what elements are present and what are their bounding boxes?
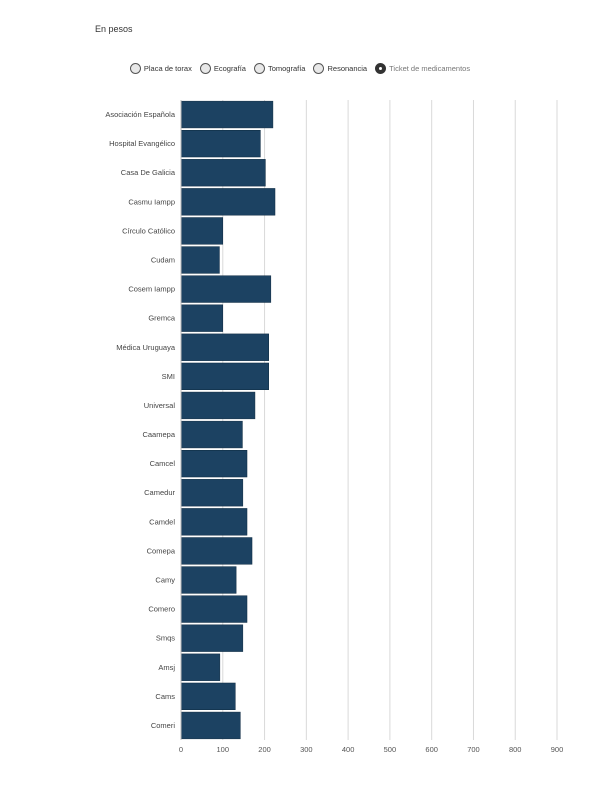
bar[interactable] (180, 217, 224, 245)
category-label: Casa De Galicia (121, 168, 176, 177)
category-label: Comepa (147, 546, 176, 555)
x-tick-label: 600 (425, 745, 438, 754)
bar[interactable] (180, 275, 272, 303)
bar[interactable] (180, 595, 248, 623)
bar[interactable] (180, 566, 237, 594)
category-label: Comero (148, 605, 175, 614)
radio-tomografia[interactable]: Tomografía (253, 63, 306, 74)
x-tick-label: 700 (467, 745, 480, 754)
x-tick-label: 800 (509, 745, 522, 754)
radio-placa-de-torax[interactable]: Placa de torax (129, 63, 192, 74)
category-label: Asociación Española (105, 110, 175, 119)
bar[interactable] (180, 508, 248, 536)
category-label: Amsj (158, 663, 175, 672)
bar[interactable] (180, 450, 248, 478)
bar[interactable] (180, 624, 244, 652)
bar[interactable] (180, 188, 276, 216)
x-tick-label: 500 (384, 745, 397, 754)
radio-circle-icon[interactable] (375, 63, 387, 74)
category-label: Médica Uruguaya (116, 343, 176, 352)
category-label: Camy (155, 576, 175, 585)
x-tick-label: 900 (551, 745, 564, 754)
bar[interactable] (180, 130, 261, 158)
radio-circle-icon[interactable] (199, 63, 211, 74)
category-label: SMI (162, 372, 175, 381)
category-label: Casmu Iampp (128, 197, 175, 206)
category-label: Cosem Iampp (128, 285, 175, 294)
x-tick-label: 400 (342, 745, 355, 754)
category-label: Cudam (151, 256, 175, 265)
chart-subtitle: En pesos (95, 24, 133, 34)
category-label: Camedur (144, 488, 175, 497)
x-tick-label: 0 (179, 745, 183, 754)
radio-ticket-de-medicamentos[interactable]: Ticket de medicamentos (375, 63, 470, 74)
bar[interactable] (180, 537, 253, 565)
bar[interactable] (180, 653, 221, 681)
bar[interactable] (180, 304, 224, 332)
radio-ecografia[interactable]: Ecografía (199, 63, 246, 74)
category-label: Círculo Católico (122, 226, 175, 235)
category-label: Universal (144, 401, 176, 410)
radio-circle-icon[interactable] (253, 63, 265, 74)
radio-label: Ticket de medicamentos (389, 64, 471, 73)
bar[interactable] (180, 391, 256, 420)
category-label: Caamepa (142, 430, 175, 439)
bar[interactable] (180, 362, 269, 390)
radio-label: Ecografía (213, 64, 246, 73)
category-label: Smqs (156, 634, 175, 643)
x-tick-label: 300 (300, 745, 313, 754)
bar[interactable] (180, 333, 269, 361)
category-label: Cams (155, 692, 175, 701)
category-label: Hospital Evangélico (109, 139, 175, 148)
radio-resonancia[interactable]: Resonancia (313, 63, 367, 74)
bar[interactable] (180, 246, 220, 274)
bar[interactable] (180, 711, 241, 740)
bar[interactable] (180, 100, 274, 129)
bar[interactable] (180, 159, 266, 187)
category-label: Camcel (150, 459, 176, 468)
x-tick-label: 100 (217, 745, 230, 754)
radio-label: Resonancia (327, 64, 368, 73)
category-label: Camdel (149, 517, 175, 526)
bar[interactable] (180, 479, 244, 507)
radio-label: Tomografía (267, 64, 306, 73)
bar[interactable] (180, 682, 236, 710)
x-tick-label: 200 (258, 745, 271, 754)
radio-label: Placa de torax (143, 64, 192, 73)
radio-circle-icon[interactable] (129, 63, 141, 74)
metric-radio-group: Placa de torax Ecografía Tomografía Reso… (0, 63, 600, 74)
radio-circle-icon[interactable] (313, 63, 325, 74)
category-label: Gremca (148, 314, 176, 323)
bar[interactable] (180, 420, 243, 449)
category-label: Comeri (151, 721, 176, 730)
